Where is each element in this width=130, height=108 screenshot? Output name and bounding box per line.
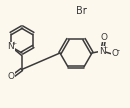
Text: +: + (11, 41, 17, 46)
Text: O: O (100, 33, 108, 42)
Text: -: - (117, 47, 120, 56)
Text: -: - (84, 4, 87, 13)
Text: Br: Br (76, 6, 87, 16)
Text: +: + (103, 45, 108, 50)
Text: N: N (7, 42, 14, 51)
Text: O: O (111, 49, 118, 59)
Text: O: O (8, 72, 15, 81)
Text: N: N (99, 47, 105, 56)
